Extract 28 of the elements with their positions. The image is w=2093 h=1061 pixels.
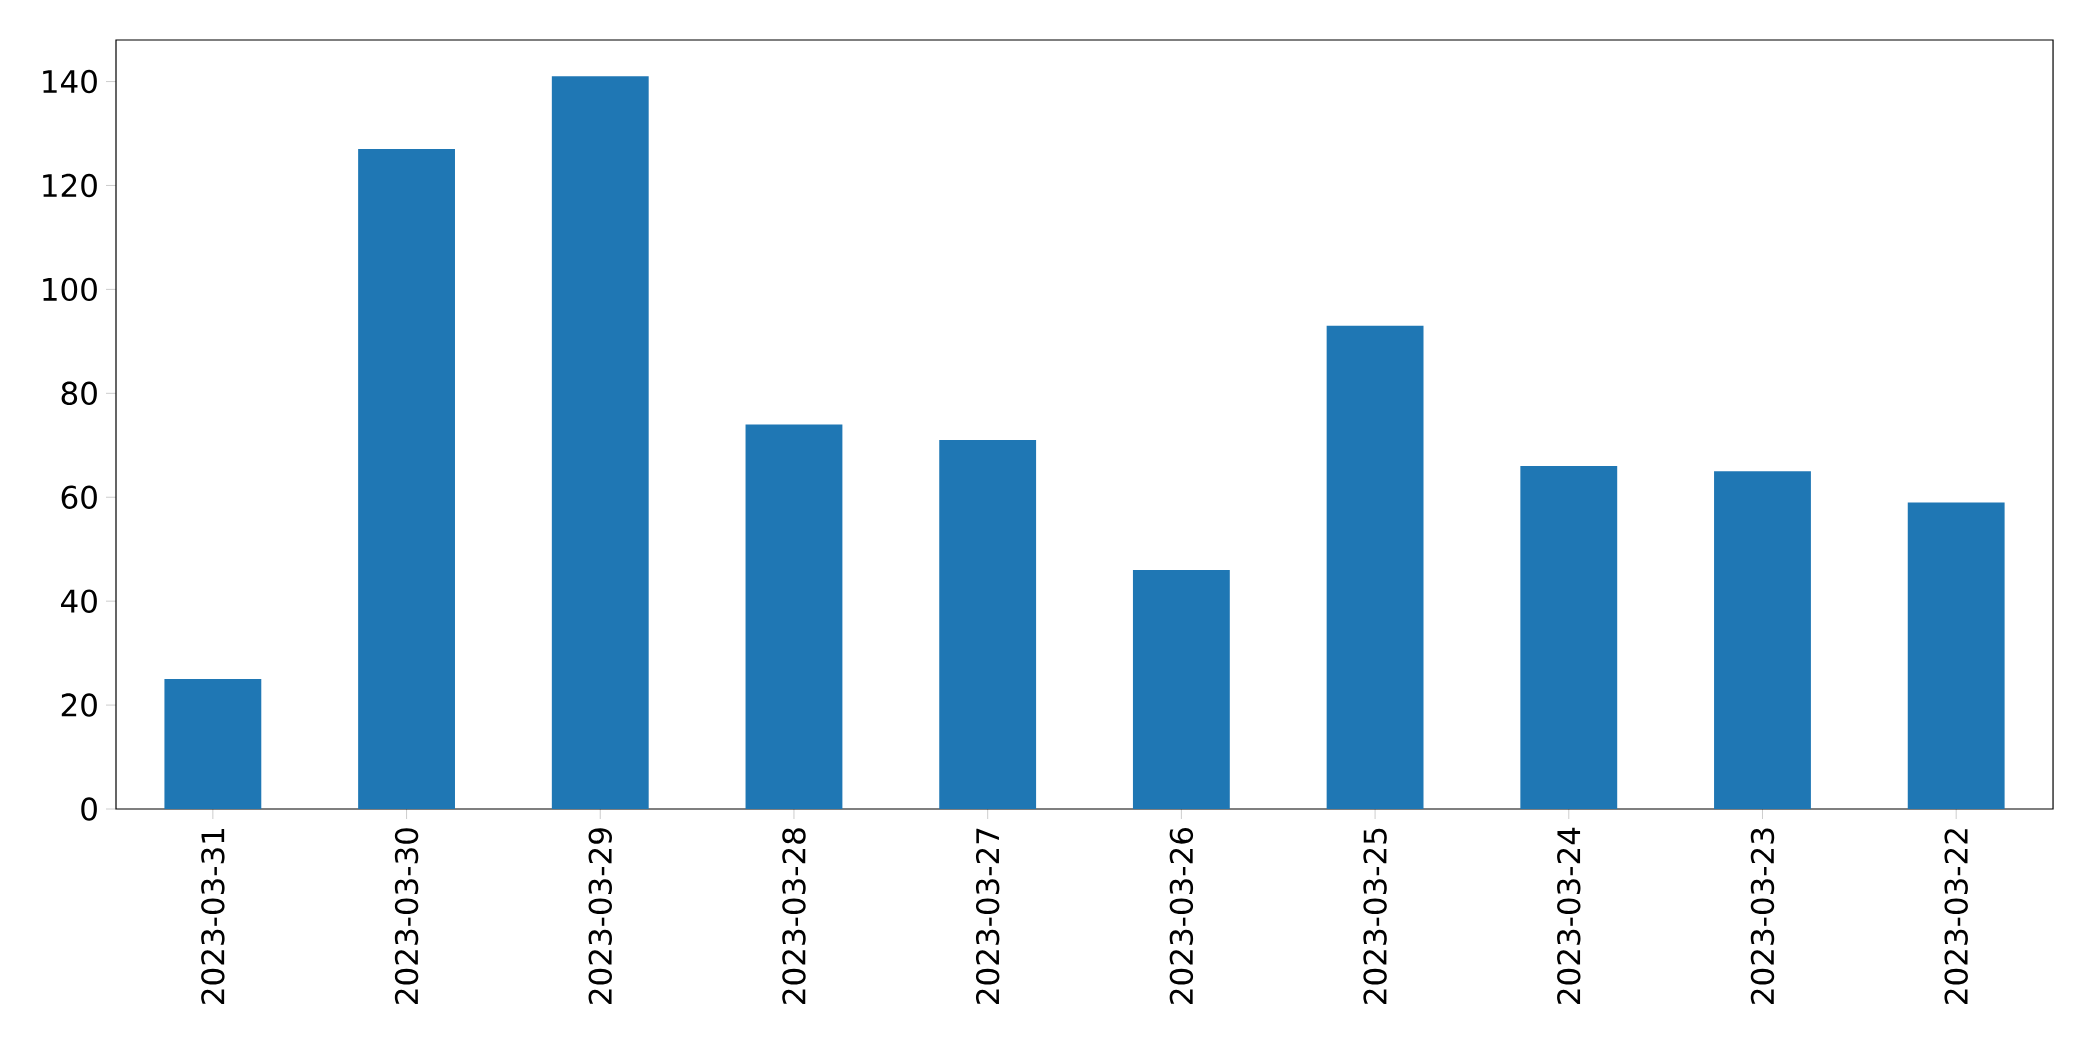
y-tick-label: 80 <box>61 381 97 406</box>
bar <box>939 440 1037 809</box>
x-tick-label: 2023-03-27 <box>975 828 1000 1004</box>
x-tick-label: 2023-03-28 <box>782 828 806 1004</box>
x-tick-label: 2023-03-24 <box>1557 827 1581 1004</box>
y-tick-label: 20 <box>61 693 97 717</box>
bar <box>1326 325 1424 809</box>
bar <box>358 149 455 809</box>
y-tick-label: 60 <box>61 485 97 509</box>
y-tick-label: 120 <box>43 173 97 198</box>
x-tick-label: 2023-03-30 <box>394 828 419 1004</box>
bar <box>1132 569 1230 809</box>
bar <box>1520 466 1618 809</box>
x-tick-label: 2023-03-29 <box>588 828 612 1004</box>
x-tick-label: 2023-03-25 <box>1363 828 1387 1004</box>
y-tick-label: 100 <box>43 277 97 302</box>
bar <box>745 424 843 809</box>
y-tick-label: 0 <box>81 797 97 821</box>
bar <box>551 76 649 809</box>
y-tick-label: 140 <box>43 69 97 94</box>
x-tick-label: 2023-03-26 <box>1169 828 1194 1004</box>
y-tick-label: 40 <box>61 589 97 613</box>
x-tick-label: 2023-03-31 <box>201 828 225 1004</box>
bar <box>1714 471 1811 809</box>
x-tick-label: 2023-03-23 <box>1750 828 1775 1004</box>
bar <box>164 679 262 809</box>
x-tick-label: 2023-03-22 <box>1944 829 1968 1004</box>
bar <box>1907 502 2005 809</box>
